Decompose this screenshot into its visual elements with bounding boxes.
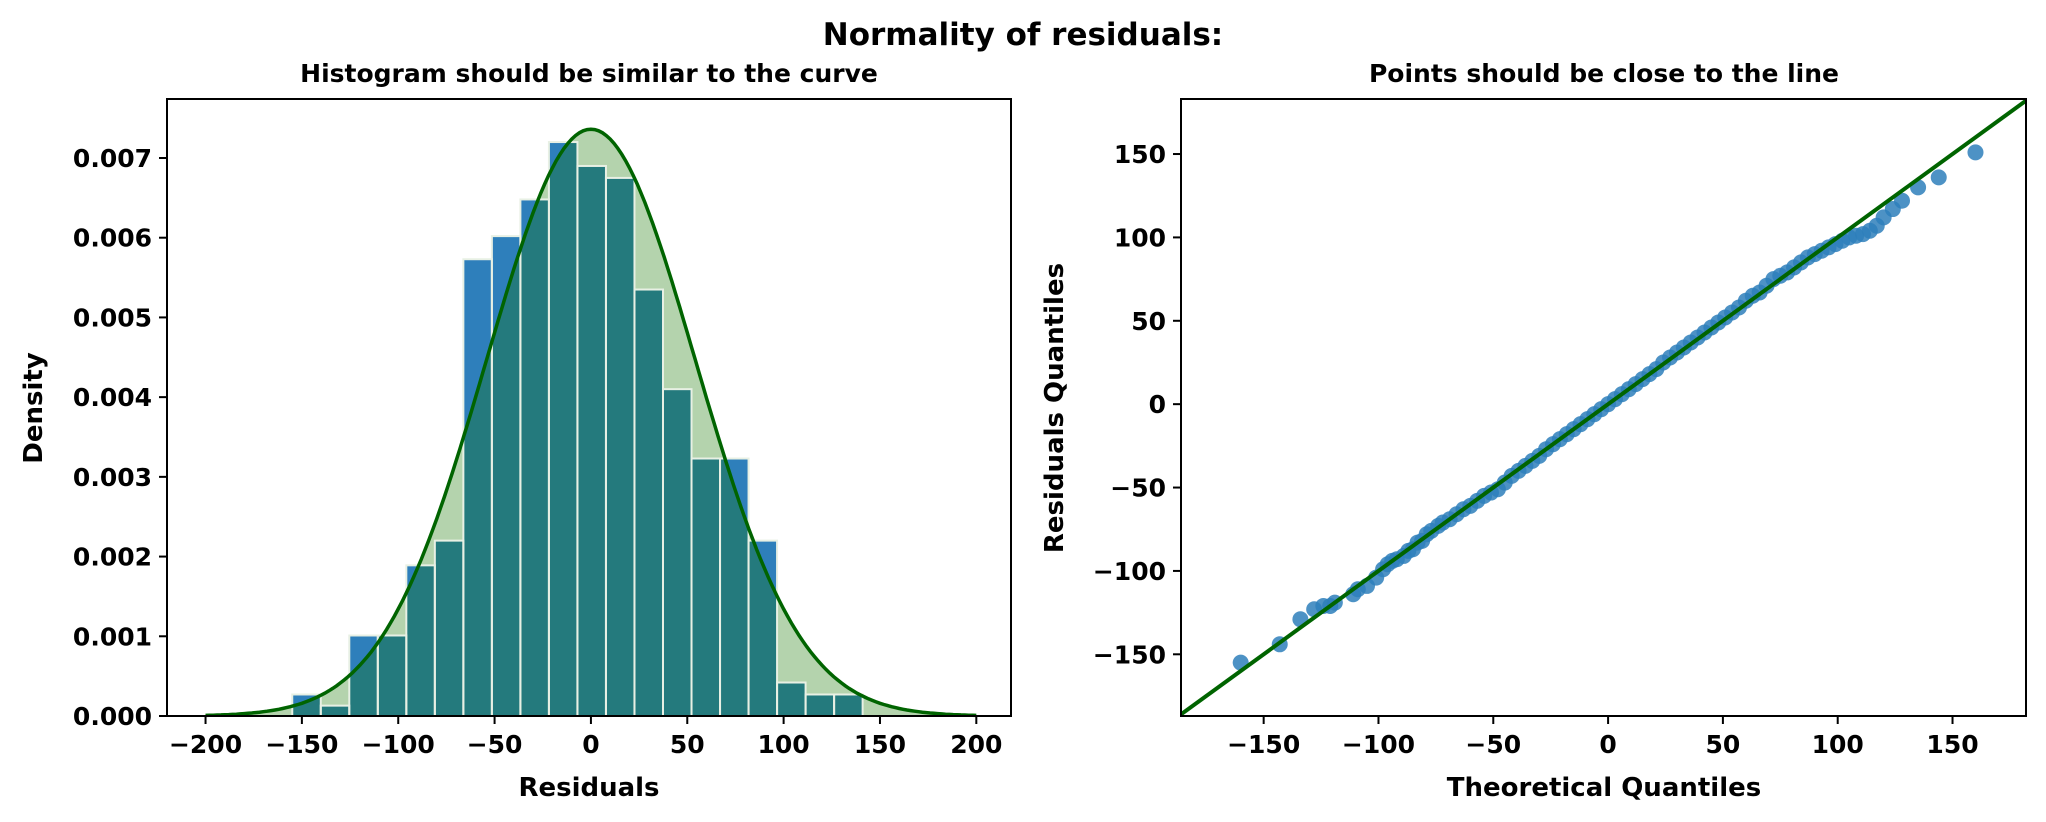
density-curve-line (205, 127, 977, 718)
qq-x-tick-label: 0 (1599, 730, 1616, 759)
qq-y-tick-label: −100 (1093, 557, 1166, 586)
histogram-y-axis-label: Density (19, 352, 49, 464)
qq-plot-panel: Points should be close to the line −150−… (1040, 59, 2027, 803)
qq-y-tick-label: 150 (1114, 140, 1166, 169)
qq-y-axis-label: Residuals Quantiles (1040, 263, 1070, 553)
histogram-panel: Histogram should be similar to the curve… (19, 59, 1012, 803)
histogram-title: Histogram should be similar to the curve (300, 59, 878, 88)
qq-y-tick-label: −150 (1093, 640, 1166, 669)
qq-plot-area (1181, 99, 2026, 716)
qq-axes-frame (1180, 98, 2027, 717)
histogram-bar-overlap-12 (634, 289, 663, 716)
histogram-bar-overlap-19 (834, 694, 863, 716)
histogram-bar-overlap-9 (548, 142, 578, 716)
qq-point-89 (1894, 192, 1911, 209)
histogram-x-tick-label: 0 (582, 730, 599, 759)
qq-x-tick-label: 50 (1706, 730, 1741, 759)
qq-plot-title: Points should be close to the line (1369, 59, 1839, 88)
histogram-x-tick-label: 150 (854, 730, 906, 759)
histogram-bar-overlap-11 (605, 177, 635, 716)
qq-x-ticks: −150 −100 −50 0 50 100 150 (1227, 716, 1979, 759)
qq-x-tick-label: −150 (1227, 730, 1300, 759)
histogram-bar-overlap-1 (320, 705, 350, 716)
histogram-y-tick-label: 0.004 (73, 383, 152, 412)
histogram-x-tick-label: 200 (950, 730, 1002, 759)
histogram-bar-overlap-13 (662, 389, 692, 716)
histogram-x-tick-label: −50 (467, 730, 523, 759)
histogram-x-tick-label: −100 (362, 730, 435, 759)
histogram-x-ticks: −200 −150 −100 −50 0 50 100 150 200 (169, 716, 1002, 759)
histogram-bar-overlap-8 (520, 199, 549, 716)
histogram-y-tick-label: 0.005 (73, 303, 152, 332)
histogram-y-tick-label: 0.006 (73, 224, 152, 253)
qq-reference-line (1181, 99, 2026, 716)
histogram-bar-overlap-14 (691, 458, 721, 716)
histogram-y-tick-label: 0.000 (73, 702, 152, 731)
qq-x-tick-label: 150 (1926, 730, 1978, 759)
histogram-x-axis-label: Residuals (518, 773, 659, 803)
qq-y-tick-label: 0 (1149, 390, 1166, 419)
histogram-bar-overlap-3 (377, 635, 407, 716)
histogram-bar-overlap-18 (805, 694, 835, 716)
figure-title: Normality of residuals: (823, 17, 1223, 53)
histogram-x-tick-label: −150 (265, 730, 338, 759)
histogram-y-tick-label: 0.003 (73, 463, 152, 492)
histogram-x-tick-label: 50 (670, 730, 705, 759)
histogram-y-tick-label: 0.002 (73, 543, 152, 572)
qq-y-tick-label: 50 (1131, 307, 1166, 336)
histogram-y-ticks: 0.000 0.001 0.002 0.003 0.004 0.005 0.006 0.007 (73, 144, 167, 731)
qq-x-tick-label: −100 (1342, 730, 1415, 759)
qq-y-tick-label: −50 (1110, 474, 1166, 503)
histogram-plot-area (205, 127, 977, 718)
qq-y-ticks: −150 −100 −50 0 50 100 150 (1093, 140, 1181, 669)
qq-point-92 (1967, 144, 1984, 161)
qq-x-tick-label: 100 (1812, 730, 1864, 759)
qq-x-tick-label: −50 (1465, 730, 1521, 759)
histogram-y-tick-label: 0.007 (73, 144, 152, 173)
qq-point-91 (1930, 169, 1947, 186)
histogram-axes-frame (166, 98, 1012, 717)
histogram-bar-overlap-4 (406, 565, 435, 716)
qq-x-axis-label: Theoretical Quantiles (1447, 773, 1762, 803)
histogram-bar-overlap-17 (777, 682, 806, 716)
histogram-x-tick-label: −200 (169, 730, 242, 759)
histogram-bar-overlap-5 (434, 540, 464, 716)
qq-y-tick-label: 100 (1114, 223, 1166, 252)
histogram-y-tick-label: 0.001 (73, 622, 152, 651)
histogram-x-tick-label: 100 (758, 730, 810, 759)
histogram-bar-overlap-10 (577, 165, 606, 716)
